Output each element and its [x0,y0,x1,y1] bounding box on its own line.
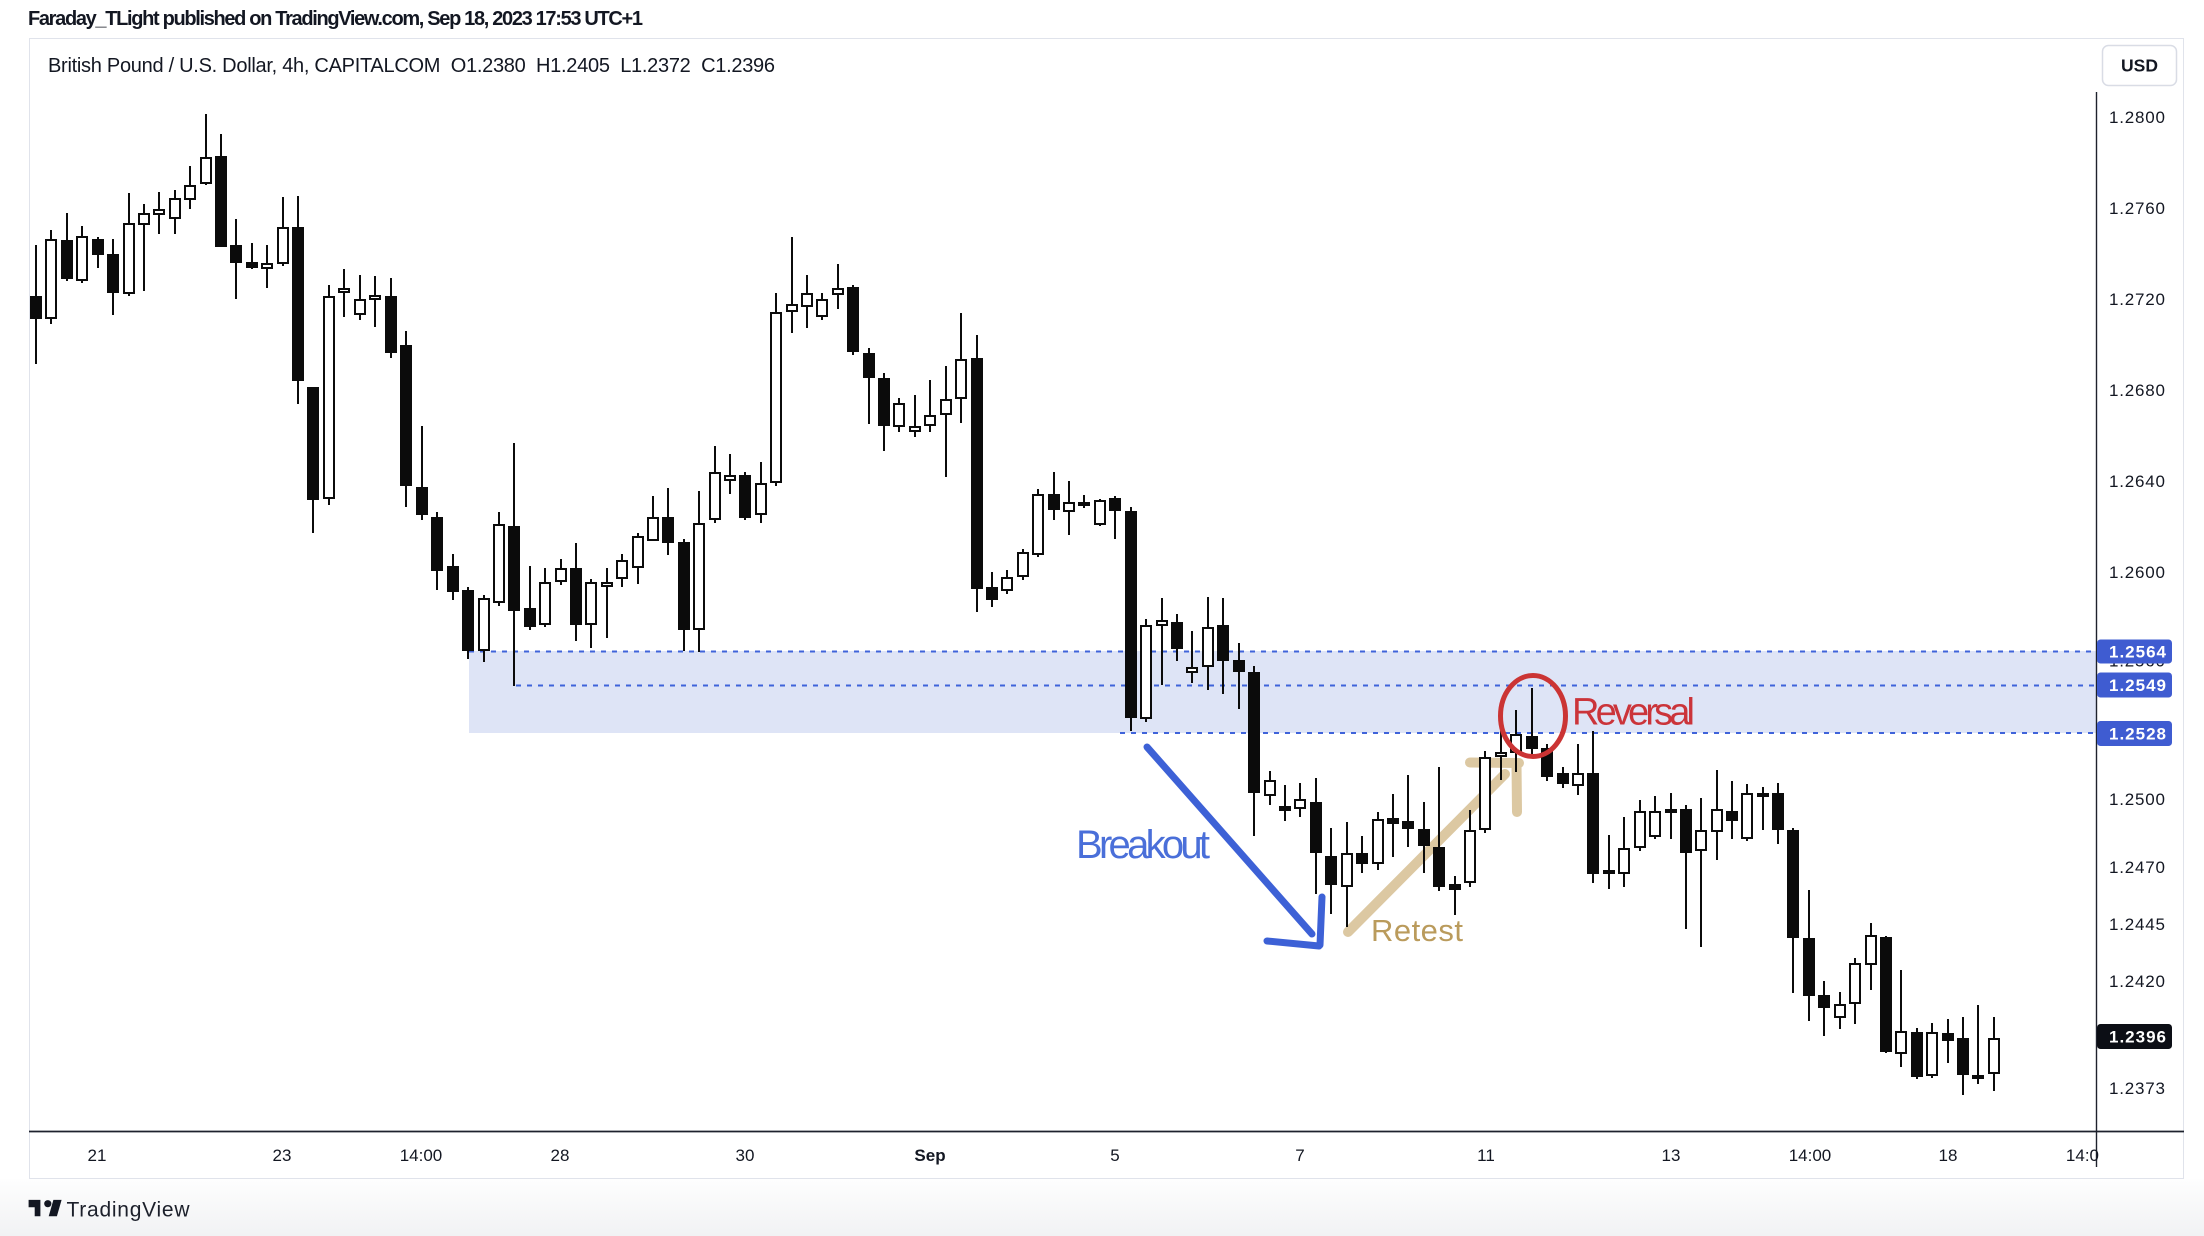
svg-text:1.2549: 1.2549 [2109,676,2166,695]
svg-text:18: 18 [1939,1146,1958,1165]
svg-text:1.2500: 1.2500 [2109,790,2165,809]
svg-text:30: 30 [736,1146,755,1165]
svg-text:23: 23 [273,1146,292,1165]
svg-text:28: 28 [551,1146,570,1165]
svg-text:1.2396: 1.2396 [2109,1028,2166,1047]
svg-text:1.2600: 1.2600 [2109,563,2165,582]
svg-text:USD: USD [2121,56,2158,76]
svg-text:21: 21 [88,1146,107,1165]
svg-text:1.2640: 1.2640 [2109,472,2165,491]
svg-text:TradingView: TradingView [67,1199,191,1222]
svg-text:1.2528: 1.2528 [2109,725,2166,744]
svg-text:1.2470: 1.2470 [2109,858,2165,877]
svg-text:1.2680: 1.2680 [2109,381,2165,400]
svg-text:Breakout: Breakout [1076,823,1210,867]
svg-text:1.2373: 1.2373 [2109,1079,2165,1098]
svg-text:14:00: 14:00 [400,1146,443,1165]
svg-text:British Pound / U.S. Dollar, 4: British Pound / U.S. Dollar, 4h, CAPITAL… [48,55,775,77]
svg-text:1.2420: 1.2420 [2109,972,2165,991]
svg-text:7: 7 [1295,1146,1304,1165]
svg-text:Sep: Sep [914,1146,945,1165]
svg-text:1.2445: 1.2445 [2109,915,2165,934]
svg-text:1.2564: 1.2564 [2109,643,2167,662]
svg-text:14:00: 14:00 [1789,1146,1832,1165]
svg-text:11: 11 [1477,1146,1495,1165]
svg-text:13: 13 [1662,1146,1681,1165]
svg-text:Reversal: Reversal [1572,692,1695,734]
svg-text:1.2800: 1.2800 [2109,108,2165,127]
svg-text:1.2760: 1.2760 [2109,199,2165,218]
svg-text:Retest: Retest [1371,913,1463,948]
svg-text:5: 5 [1110,1146,1119,1165]
svg-text:Faraday_TLight published on Tr: Faraday_TLight published on TradingView.… [28,8,643,30]
svg-text:14:0: 14:0 [2066,1146,2099,1165]
svg-text:1.2720: 1.2720 [2109,290,2165,309]
